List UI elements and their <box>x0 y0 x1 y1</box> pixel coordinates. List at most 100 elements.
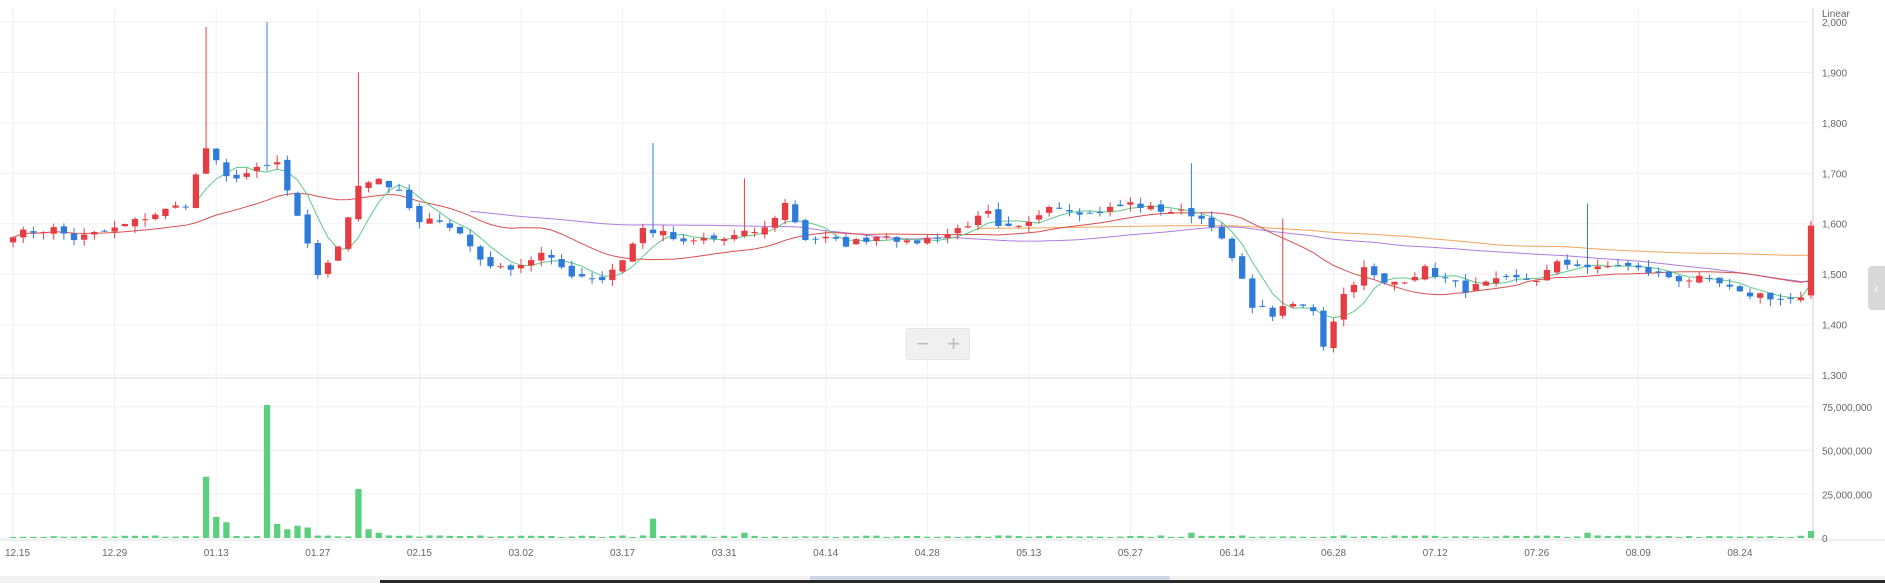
volume-bar <box>223 522 230 538</box>
volume-bar <box>802 536 809 538</box>
candle-body <box>1117 204 1124 207</box>
volume-bar <box>355 489 362 538</box>
volume-bar <box>1178 536 1185 538</box>
volume-bar <box>1716 536 1723 538</box>
volume-bar <box>1391 535 1398 538</box>
volume-bar <box>974 535 982 538</box>
volume-bar <box>1503 535 1510 538</box>
candle-body <box>324 262 332 274</box>
candle-body <box>1675 276 1683 282</box>
volume-bar <box>1350 536 1358 538</box>
candle-body <box>1310 307 1317 312</box>
volume-bar <box>761 536 768 538</box>
volume-bar <box>822 536 829 538</box>
volume-bar <box>1645 535 1652 538</box>
candle-body <box>436 220 443 222</box>
side-panel-toggle[interactable]: ‹ <box>1868 266 1885 310</box>
candle-body <box>578 274 586 277</box>
candle-body <box>1218 227 1225 239</box>
volume-bar <box>385 535 393 538</box>
candle-body <box>1198 215 1205 219</box>
volume-bar <box>1340 535 1347 538</box>
volume-bar <box>70 536 78 538</box>
candle-body <box>365 182 372 188</box>
candle-body <box>538 252 545 261</box>
volume-bar <box>588 536 596 538</box>
volume-bar <box>314 535 321 538</box>
volume-bar <box>324 535 332 538</box>
candle-body <box>649 229 657 234</box>
volume-bar <box>141 535 149 538</box>
price-tick-label: 1,600 <box>1822 220 1847 231</box>
price-tick-label: 1,800 <box>1822 119 1847 130</box>
price-tick-label: 1,300 <box>1822 371 1847 382</box>
volume-bar <box>1797 535 1804 538</box>
candle-body <box>202 148 210 174</box>
candle-body <box>263 164 271 166</box>
candle-body <box>639 227 647 244</box>
candle-body <box>1421 266 1429 280</box>
candle-body <box>670 232 677 240</box>
candle-body <box>934 237 941 239</box>
candle-body <box>294 192 301 216</box>
volume-bar <box>1299 536 1307 538</box>
time-tick-label: 12.29 <box>102 548 127 559</box>
candle-body <box>974 215 982 226</box>
volume-bar <box>152 535 159 538</box>
bottom-scrollbar[interactable] <box>0 576 1885 583</box>
volume-bar <box>1533 535 1540 538</box>
volume-tick-label: 75,000,000 <box>1822 403 1872 414</box>
candle-body <box>1035 215 1043 220</box>
volume-bar <box>1046 535 1053 538</box>
candle-body <box>1655 271 1662 273</box>
time-tick-label: 01.27 <box>305 548 330 559</box>
candle-body <box>355 185 362 220</box>
candle-body <box>101 230 108 232</box>
candle-body <box>1472 284 1479 291</box>
volume-bar <box>995 535 1002 538</box>
candle-body <box>1746 292 1754 297</box>
volume-bar <box>568 536 575 538</box>
volume-bar <box>985 536 992 538</box>
candle-body <box>1289 303 1297 307</box>
time-tick-label: 04.14 <box>813 548 838 559</box>
candle-body <box>274 162 281 165</box>
volume-bar <box>1472 536 1479 538</box>
candle-body <box>609 269 616 281</box>
volume-bar <box>20 536 27 538</box>
scroll-track <box>380 580 1885 583</box>
candle-body <box>182 206 189 208</box>
volume-bar <box>263 405 271 538</box>
volume-bar <box>660 535 667 538</box>
volume-bar <box>1371 535 1378 538</box>
time-tick-label: 05.13 <box>1016 548 1041 559</box>
volume-bar <box>1025 536 1032 538</box>
price-tick-label: 1,900 <box>1822 68 1847 79</box>
candle-body <box>1076 212 1083 215</box>
zoom-out-button[interactable]: − <box>916 331 929 356</box>
volume-bar <box>578 535 586 538</box>
time-tick-label: 06.14 <box>1219 548 1244 559</box>
zoom-in-button[interactable]: + <box>947 331 960 356</box>
candle-body <box>619 260 626 272</box>
volume-bar <box>1726 536 1733 538</box>
volume-bar <box>771 536 779 538</box>
candle-body <box>1614 265 1622 267</box>
candle-body <box>1015 225 1022 227</box>
volume-bar <box>1106 536 1114 538</box>
volume-bar <box>91 535 98 538</box>
volume-bar <box>477 535 484 538</box>
volume-bar <box>1249 536 1256 538</box>
candle-body <box>1452 280 1459 282</box>
candle-body <box>1249 278 1256 308</box>
volume-bar <box>202 476 210 538</box>
candle-body <box>426 218 433 224</box>
volume-bar <box>131 535 139 538</box>
candle-body <box>1503 275 1510 277</box>
candle-body <box>1807 225 1815 296</box>
volume-bar <box>558 536 565 538</box>
time-tick-label: 07.26 <box>1524 548 1549 559</box>
candle-body <box>1127 202 1134 205</box>
candle-body <box>741 230 748 236</box>
